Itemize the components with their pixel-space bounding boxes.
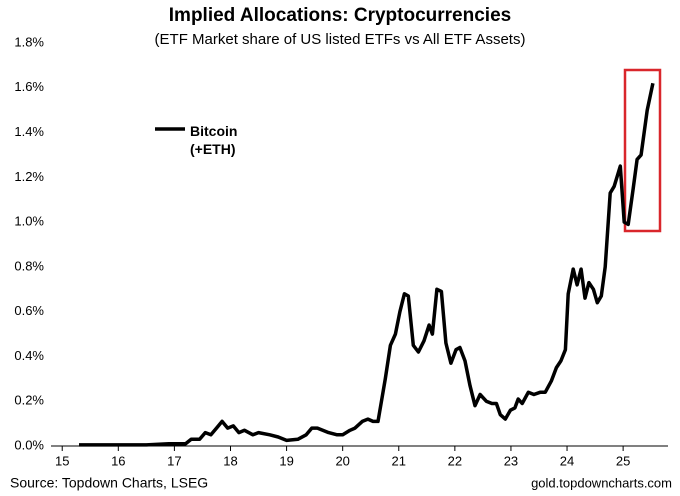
y-tick-label: 1.0% <box>14 214 44 229</box>
legend-label: Bitcoin (+ETH) <box>190 123 238 157</box>
y-tick-label: 1.8% <box>14 34 44 49</box>
x-tick-label: 17 <box>167 453 181 468</box>
x-tick-label: 15 <box>55 453 69 468</box>
x-tick-label: 23 <box>504 453 518 468</box>
x-tick-label: 21 <box>392 453 406 468</box>
x-tick-label: 18 <box>223 453 237 468</box>
y-tick-label: 1.4% <box>14 124 44 139</box>
source: Source: Topdown Charts, LSEG <box>10 475 208 491</box>
y-tick-label: 0.2% <box>14 393 44 408</box>
x-tick-label: 16 <box>111 453 125 468</box>
y-tick-label: 1.2% <box>14 169 44 184</box>
y-tick-label: 1.6% <box>14 79 44 94</box>
x-tick-label: 22 <box>448 453 462 468</box>
y-tick-label: 0.4% <box>14 348 44 363</box>
x-tick-label: 25 <box>616 453 630 468</box>
highlight-box <box>623 68 662 233</box>
chart-subtitle: (ETF Market share of US listed ETFs vs A… <box>155 31 526 48</box>
y-tick-label: 0.0% <box>14 437 44 452</box>
x-tick-label: 20 <box>335 453 349 468</box>
x-tick-label: 19 <box>279 453 293 468</box>
y-tick-label: 0.8% <box>14 258 44 273</box>
chart-title: Implied Allocations: Cryptocurrencies <box>169 5 511 26</box>
y-tick-label: 0.6% <box>14 303 44 318</box>
line-series <box>79 82 655 447</box>
credit: gold.topdowncharts.com <box>531 475 672 490</box>
x-tick-label: 24 <box>560 453 574 468</box>
